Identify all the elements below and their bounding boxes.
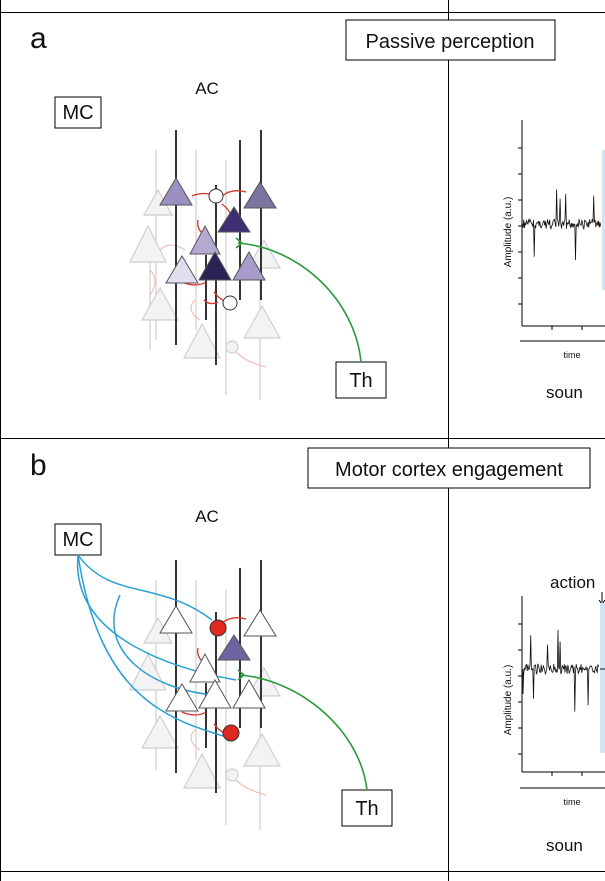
panel-a-x-axis-label: time [563, 350, 580, 360]
panel-b-faint-connections [190, 729, 267, 796]
panel-a-mc-box [54, 96, 102, 129]
panel-b-action-window [600, 603, 605, 753]
panel-a-thalamic-synapse [235, 237, 244, 249]
panel-a-trace [522, 189, 602, 261]
panel-a-faint-connections [149, 244, 267, 368]
panel-a-thalamic-axon [237, 242, 362, 363]
panel-b-thalamic-axon [239, 674, 368, 791]
panel-b-thalamic-synapse [237, 669, 246, 681]
panel-b-th-label: Th [355, 798, 378, 820]
panel-b-pyramidal-neurons [159, 605, 277, 712]
panel-b-ac-label: AC [195, 507, 219, 526]
panel-a-pyramidal-neurons [159, 177, 277, 284]
panel-a-network [129, 130, 362, 400]
panel-b-mc-label: MC [62, 529, 93, 551]
panel-a-signal-plot: Amplitude (a.u.) time soun [503, 120, 605, 402]
panel-a-mc-label: MC [62, 102, 93, 124]
panel-b-mc-box [54, 523, 102, 556]
panel-b-background-neurons [129, 580, 282, 830]
panel-a-letter: a [30, 22, 47, 55]
panel-a-title: Passive perception [366, 31, 535, 53]
panel-b-th-box [341, 789, 393, 827]
panel-a-ac-label: AC [195, 79, 219, 98]
panel-b-y-axis-label: Amplitude (a.u.) [503, 665, 514, 736]
panel-b-x-axis-label: time [563, 797, 580, 807]
panel-b-action-label: action [550, 573, 595, 592]
panel-b-inhibitory-neurons [209, 619, 240, 742]
panel-b-letter: b [30, 449, 47, 482]
panel-b-network [77, 554, 368, 830]
panel-a-background-neurons [129, 150, 282, 400]
panel-b-trace [522, 629, 599, 712]
panel-a-y-axis-label: Amplitude (a.u.) [503, 197, 514, 268]
panel-b-motor-axons [77, 554, 237, 739]
panel-a-title-box [345, 19, 556, 61]
panel-b-title-box [307, 447, 591, 489]
panel-a-th-label: Th [349, 370, 372, 392]
panel-b-bottom-caption: soun [546, 836, 583, 855]
panel-b-title: Motor cortex engagement [335, 459, 563, 481]
panel-a-highlight [602, 150, 605, 290]
panel-a: a Passive perception MC AC Th [30, 19, 605, 402]
panel-a-interneurons [208, 188, 238, 311]
panel-a-bottom-caption: soun [546, 383, 583, 402]
panel-b-signal-plot: action Amplitude (a.u.) time soun [503, 573, 605, 855]
panel-b: b Motor cortex engagement MC AC Th [30, 447, 605, 855]
